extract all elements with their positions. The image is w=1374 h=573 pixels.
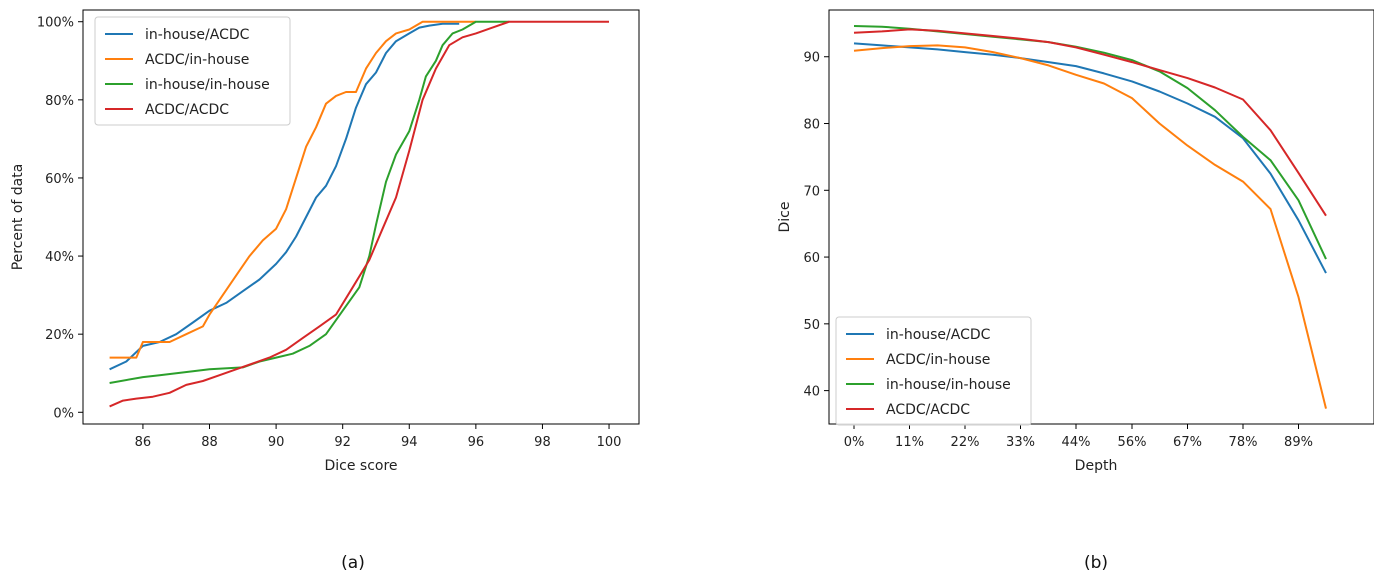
y-tick-label: 70 xyxy=(803,184,820,199)
y-tick-label: 60% xyxy=(45,172,74,187)
series-line xyxy=(109,22,460,371)
x-axis-label: Depth xyxy=(1075,458,1118,474)
legend-label: ACDC/in-house xyxy=(886,352,990,368)
series-lines xyxy=(109,20,609,408)
x-tick-label: 0% xyxy=(844,435,865,450)
y-tick-label: 40 xyxy=(803,385,820,400)
legend: in-house/ACDC ACDC/in-house in-house/in-ho… xyxy=(835,316,1032,426)
series-line xyxy=(853,44,1327,409)
x-tick-label: 90 xyxy=(268,435,285,450)
legend: in-house/ACDC ACDC/in-house in-house/in-ho… xyxy=(94,16,291,126)
legend-box xyxy=(94,16,291,126)
legend-label: in-house/ACDC xyxy=(886,327,991,343)
legend-label: in-house/in-house xyxy=(145,77,270,93)
x-tick-label: 44% xyxy=(1062,435,1091,450)
x-tick-label: 56% xyxy=(1118,435,1147,450)
panel-label: (a) xyxy=(341,553,365,573)
cdf-chart-panel: 86 88 90 92 94 96 98 100 0% 20% 40% 60% 80% 100% Dice… xyxy=(10,9,640,573)
x-axis-label: Dice score xyxy=(324,458,397,474)
y-tick-label: 100% xyxy=(37,16,74,31)
y-tick-label: 60 xyxy=(803,251,820,266)
legend-label: ACDC/ACDC xyxy=(145,102,229,118)
x-tick-label: 88 xyxy=(201,435,218,450)
y-axis-label: Percent of data xyxy=(10,164,26,271)
x-tick-label: 11% xyxy=(895,435,924,450)
axis-ticks: 0% 11% 22% 33% 44% 56% 67% 78% 89% 40 50 60 70 80 90 xyxy=(803,51,1313,450)
series-line xyxy=(109,20,476,359)
y-axis-label: Dice xyxy=(777,202,793,233)
series-line xyxy=(109,20,510,384)
x-tick-label: 92 xyxy=(334,435,351,450)
x-tick-label: 86 xyxy=(135,435,152,450)
y-tick-label: 40% xyxy=(45,250,74,265)
legend-label: in-house/in-house xyxy=(886,377,1011,393)
x-tick-label: 89% xyxy=(1284,435,1313,450)
series-line xyxy=(109,20,609,408)
x-tick-label: 98 xyxy=(534,435,551,450)
series-line xyxy=(853,25,1327,260)
y-tick-label: 80 xyxy=(803,118,820,133)
x-tick-label: 96 xyxy=(468,435,485,450)
legend-label: ACDC/in-house xyxy=(145,52,249,68)
x-tick-label: 33% xyxy=(1006,435,1035,450)
panel-label: (b) xyxy=(1084,553,1108,573)
x-tick-label: 67% xyxy=(1173,435,1202,450)
series-line xyxy=(853,42,1327,274)
series-lines xyxy=(853,25,1327,409)
legend-label: ACDC/ACDC xyxy=(886,402,970,418)
x-tick-label: 100 xyxy=(597,435,622,450)
y-tick-label: 80% xyxy=(45,94,74,109)
legend-box xyxy=(835,316,1032,426)
y-tick-label: 20% xyxy=(45,328,74,343)
legend-label: in-house/ACDC xyxy=(145,27,250,43)
series-line xyxy=(853,28,1327,217)
depth-chart-panel: 0% 11% 22% 33% 44% 56% 67% 78% 89% 40 50 60 70 80 90 D… xyxy=(777,9,1374,573)
axis-ticks: 86 88 90 92 94 96 98 100 0% 20% 40% 60% 80% 100% xyxy=(37,16,622,450)
x-tick-label: 78% xyxy=(1229,435,1258,450)
y-tick-label: 50 xyxy=(803,318,820,333)
x-tick-label: 22% xyxy=(951,435,980,450)
y-tick-label: 90 xyxy=(803,51,820,66)
plot-frame xyxy=(828,9,1374,425)
y-tick-label: 0% xyxy=(53,406,74,421)
x-tick-label: 94 xyxy=(401,435,418,450)
plot-frame xyxy=(82,9,640,425)
